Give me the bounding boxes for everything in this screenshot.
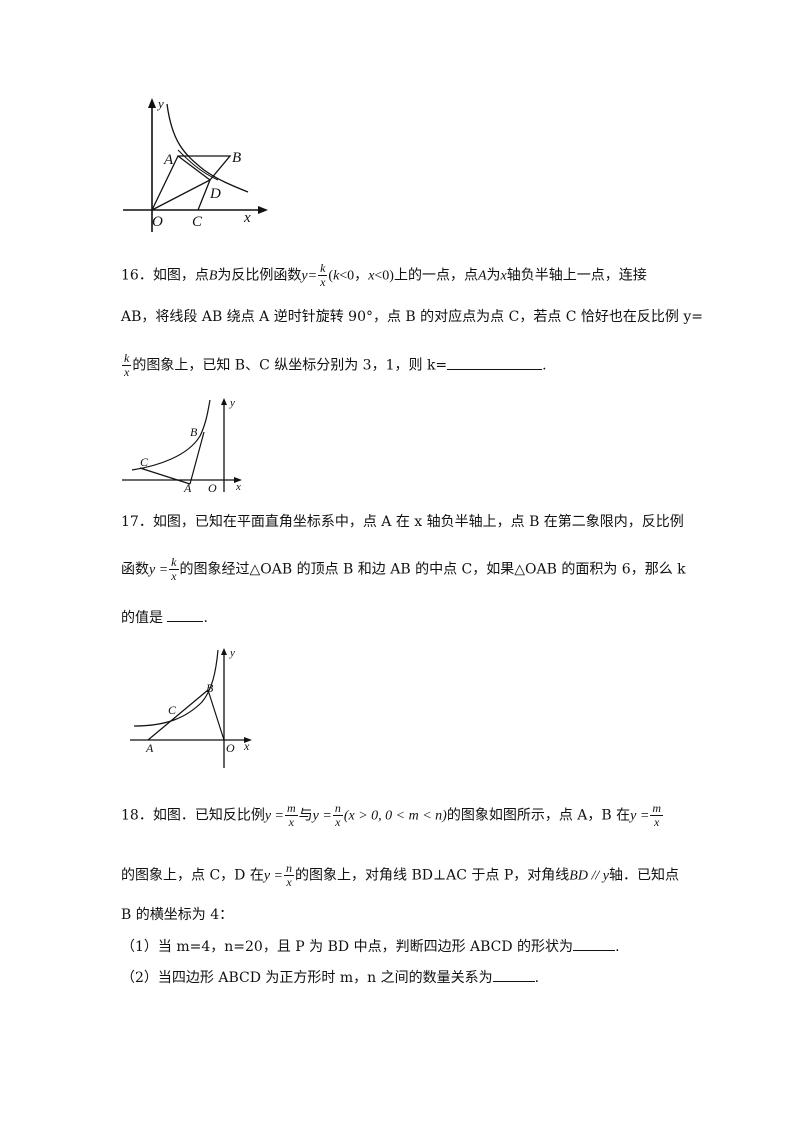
answer-blank-q18-1[interactable] (573, 938, 616, 951)
q17-line3: 的值是 . (121, 609, 208, 626)
answer-blank-q18-2[interactable] (492, 969, 535, 982)
segment-CA (139, 467, 191, 485)
label-y: y (229, 397, 235, 409)
label-x: x (243, 739, 250, 753)
x-axis-arrow (244, 737, 252, 743)
segment-DC (197, 179, 211, 211)
x-axis-arrow (234, 477, 242, 483)
label-B: B (206, 681, 214, 695)
figure-q15-svg: y x O A B C D (123, 96, 268, 232)
q18-line2: 的图象上，点 C，D 在y = n x 的图象上，对角线 BD⊥AC 于点 P，对角线… (121, 861, 679, 889)
label-C: C (168, 703, 177, 717)
label-O: O (208, 481, 217, 495)
hyperbola-inner (177, 149, 219, 181)
q18-line1: 18．如图．已知反比例y = m x 与y = n x (x > 0, 0 < m < n)… (121, 801, 663, 829)
label-y: y (229, 647, 235, 659)
segment-AB (147, 689, 209, 741)
answer-blank-q17[interactable] (167, 609, 204, 622)
figure-q17: y x O A B C (126, 644, 266, 774)
label-A: A (163, 152, 174, 168)
q17-line2: 函数y = k x 的图象经过△OAB 的顶点 B 和边 AB 的中点 C，如果△OA… (121, 555, 686, 583)
label-x: x (243, 210, 251, 226)
segment-AD (177, 155, 211, 181)
segment-AB (189, 431, 205, 485)
hyperbola-outer (166, 103, 249, 193)
y-axis-arrow (221, 648, 227, 655)
q18-sub1: （1）当 m=4，n=20，且 P 为 BD 中点，判断四边形 ABCD 的形状… (121, 938, 620, 955)
answer-blank-q16[interactable] (447, 357, 543, 370)
label-x: x (235, 481, 241, 493)
label-O: O (226, 741, 235, 755)
hyperbola (133, 649, 219, 727)
label-C: C (140, 455, 149, 469)
q17-line1: 17．如图，已知在平面直角坐标系中，点 A 在 x 轴负半轴上，点 B 在第二象… (121, 514, 684, 530)
q16-line2: AB，将线段 AB 绕点 A 逆时针旋转 90°，点 B 的对应点为点 C，若点… (121, 309, 704, 325)
label-C: C (192, 214, 203, 230)
x-axis-arrow (258, 206, 268, 214)
label-y: y (156, 96, 164, 111)
y-axis-arrow (148, 98, 156, 108)
polygon-OABD (151, 155, 232, 211)
label-A: A (183, 481, 192, 495)
q16-line3: k x 的图象上，已知 B、C 纵坐标分别为 3，1，则 k=. (122, 351, 547, 379)
label-A: A (145, 741, 154, 755)
label-O: O (152, 214, 163, 230)
label-B: B (190, 425, 198, 439)
label-D: D (209, 186, 221, 202)
q18-sub2: （2）当四边形 ABCD 为正方形时 m，n 之间的数量关系为. (121, 969, 540, 986)
label-B: B (232, 150, 241, 166)
figure-q17-svg: y x O A B C (130, 647, 252, 768)
figure-q16-svg: y x O A B C (122, 397, 242, 495)
hyperbola (131, 399, 211, 471)
figure-q16: y x O A B C (118, 396, 248, 496)
q18-line3: B 的横坐标为 4： (121, 907, 234, 923)
q16-line1: 16．如图，点B为反比例函数y= k x (k<0，x<0)上的一点，点A为x轴负半轴… (121, 261, 647, 289)
figure-q15: y x O A B C D (118, 92, 268, 242)
y-axis-arrow (221, 398, 227, 405)
segment-BO (207, 689, 225, 741)
